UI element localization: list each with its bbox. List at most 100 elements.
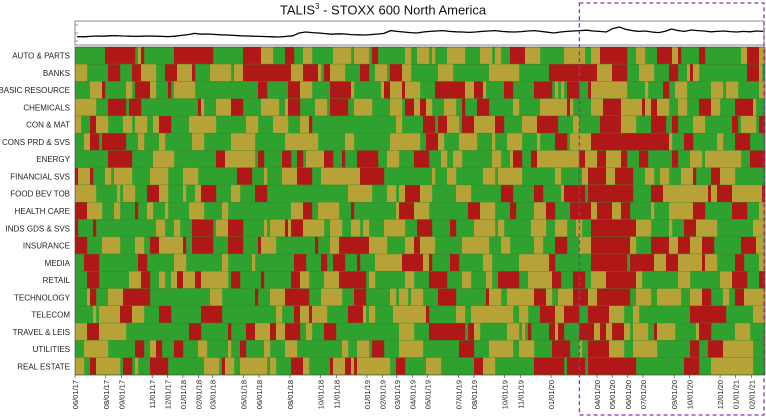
heatmap-cell	[204, 357, 208, 375]
heatmap-cell	[324, 150, 334, 168]
heatmap-cell	[534, 357, 550, 375]
heatmap-cell	[489, 288, 502, 306]
heatmap-cell	[756, 236, 766, 254]
heatmap-cell	[441, 150, 448, 168]
heatmap-cell	[600, 116, 604, 133]
heatmap-cell	[534, 185, 544, 202]
heatmap-cell	[690, 236, 703, 254]
heatmap-cell	[735, 81, 739, 99]
heatmap-cell	[333, 254, 346, 272]
heatmap-cell	[135, 81, 151, 99]
heatmap-cell	[303, 219, 310, 237]
heatmap-cell	[198, 98, 202, 116]
heatmap-cell	[465, 81, 475, 99]
heatmap-cell	[327, 288, 343, 306]
heatmap-cell	[306, 150, 322, 168]
heatmap-cell	[573, 116, 580, 133]
heatmap-cell	[378, 357, 382, 375]
heatmap-cell	[420, 236, 436, 254]
heatmap-cell	[717, 133, 724, 151]
heatmap-cell	[543, 150, 556, 168]
heatmap-cell	[339, 98, 349, 116]
heatmap-cell	[651, 202, 655, 220]
heatmap-cell	[210, 305, 223, 323]
heatmap-cell	[105, 167, 112, 185]
heatmap-cell	[468, 271, 472, 289]
heatmap-cell	[243, 133, 256, 151]
heatmap-cell	[495, 116, 502, 133]
row-label: INDS GDS & SVS	[6, 224, 70, 233]
heatmap-cell	[669, 64, 679, 82]
heatmap-cell	[456, 185, 463, 202]
heatmap-cell	[372, 150, 379, 168]
heatmap-cell	[537, 150, 544, 168]
heatmap-cell	[693, 116, 706, 133]
heatmap-cell	[174, 81, 181, 99]
heatmap-cell	[567, 81, 580, 99]
heatmap-cell	[552, 271, 562, 289]
heatmap-cell	[717, 185, 733, 202]
x-tick-label: 05/01/18	[240, 380, 249, 409]
heatmap-cell	[207, 357, 220, 375]
heatmap-cell	[435, 81, 451, 99]
heatmap-cell	[183, 236, 187, 254]
heatmap-cell	[645, 81, 649, 99]
heatmap-cell	[396, 357, 406, 375]
x-tick-label: 02/01/19	[379, 380, 388, 409]
heatmap-cell	[387, 357, 391, 375]
heatmap-cell	[720, 167, 736, 185]
heatmap-cell	[528, 271, 538, 289]
heatmap-cell	[108, 98, 115, 116]
heatmap-cell	[735, 98, 751, 116]
heatmap-cell	[147, 185, 160, 202]
heatmap-cell	[120, 98, 127, 116]
heatmap-cell	[687, 64, 691, 82]
heatmap-cell	[228, 340, 232, 358]
heatmap-cell	[711, 357, 724, 375]
heatmap-cell	[618, 133, 622, 151]
heatmap-cell	[411, 340, 424, 358]
heatmap-cell	[750, 150, 766, 168]
heatmap-cell	[648, 133, 664, 151]
heatmap-cell	[285, 64, 292, 82]
heatmap-cell	[87, 98, 97, 116]
heatmap-cell	[141, 116, 148, 133]
heatmap-cell	[195, 202, 205, 220]
heatmap-cell	[588, 305, 592, 323]
heatmap-cell	[138, 47, 142, 64]
heatmap-cell	[615, 133, 619, 151]
heatmap-cell	[282, 150, 292, 168]
heatmap-cell	[606, 167, 616, 185]
heatmap-cell	[294, 254, 307, 272]
heatmap-cell	[297, 167, 313, 185]
heatmap-cell	[270, 219, 286, 237]
heatmap-cell	[696, 254, 703, 272]
heatmap-cell	[738, 357, 754, 375]
heatmap-cell	[108, 150, 124, 168]
heatmap-cell	[234, 64, 244, 82]
heatmap-cell	[192, 64, 196, 82]
heatmap-cell	[207, 219, 214, 237]
heatmap-cell	[654, 254, 667, 272]
heatmap-cell	[636, 219, 652, 237]
heatmap-cell	[102, 133, 115, 151]
heatmap-cell	[87, 323, 97, 341]
heatmap-cell	[663, 81, 670, 99]
heatmap-cell	[165, 202, 169, 220]
heatmap-cell	[516, 288, 523, 306]
heatmap-cell	[708, 340, 724, 358]
row-label: FOOD BEV TOB	[10, 190, 70, 199]
heatmap-cell	[591, 219, 607, 237]
heatmap-cell	[171, 271, 178, 289]
heatmap-cell	[150, 357, 154, 375]
heatmap-cell	[405, 133, 421, 151]
heatmap-cell	[561, 81, 565, 99]
x-tick-label: 09/01/20	[670, 380, 679, 409]
heatmap-cell	[291, 271, 301, 289]
heatmap-cell	[570, 98, 574, 116]
heatmap-cell	[363, 305, 367, 323]
heatmap-cell	[309, 116, 313, 133]
x-tick-label: 06/01/18	[255, 380, 264, 409]
heatmap-cell	[426, 357, 442, 375]
heatmap-cell	[405, 340, 412, 358]
